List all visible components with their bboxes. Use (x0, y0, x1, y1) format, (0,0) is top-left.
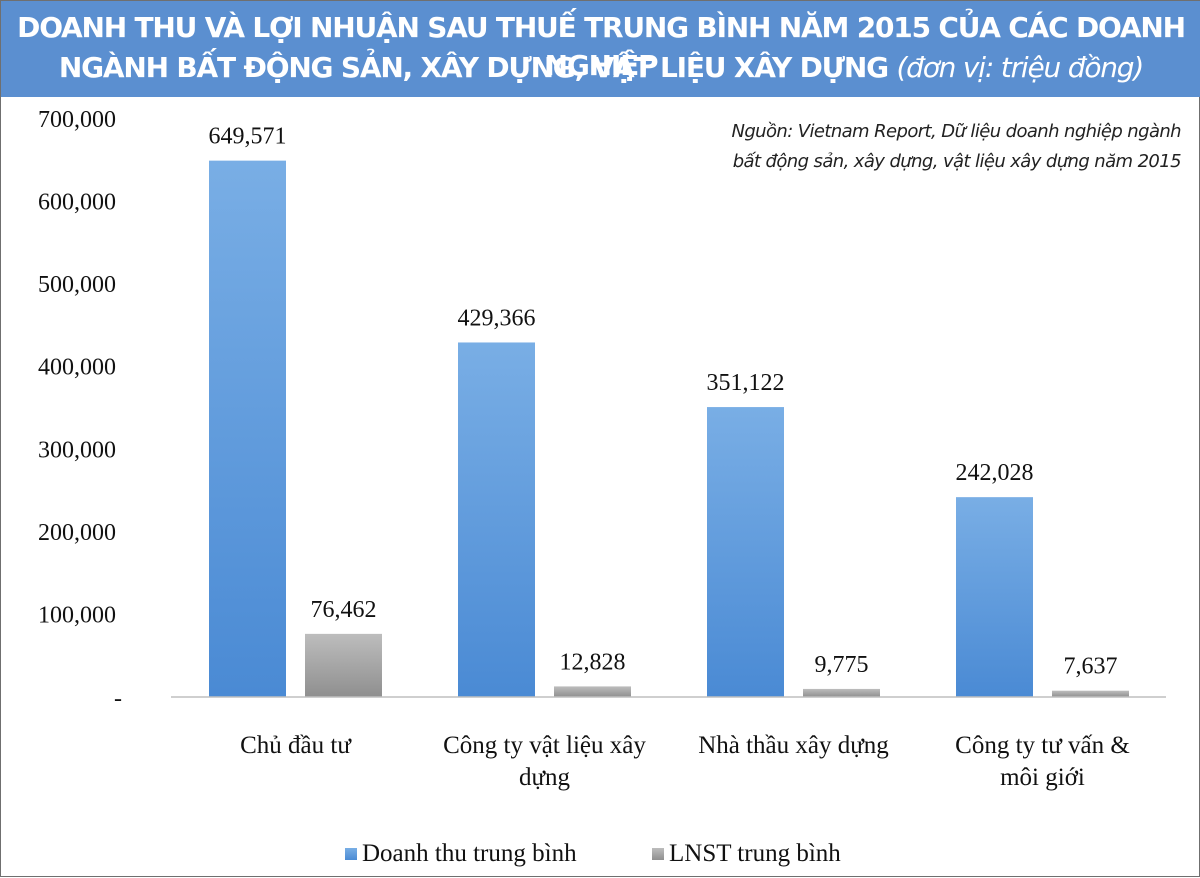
y-tick-label: 600,000 (38, 190, 116, 216)
data-label-profit: 7,637 (1064, 654, 1118, 680)
chart-title-line1: DOANH THU VÀ LỢI NHUẬN SAU THUẾ TRUNG BÌ… (17, 11, 1186, 82)
data-label-profit: 9,775 (815, 652, 869, 678)
data-label-revenue: 242,028 (956, 460, 1034, 486)
x-axis-categories: Chủ đầu tư Công ty vật liệu xây dựng Nhà th… (240, 732, 1130, 791)
data-label-profit: 12,828 (560, 649, 626, 675)
data-label-revenue: 429,366 (458, 305, 536, 331)
bar-revenue (956, 497, 1033, 697)
bar-revenue (707, 407, 784, 697)
y-tick-label: 400,000 (38, 355, 116, 381)
y-tick-label: 700,000 (38, 107, 116, 133)
chart-title-line2: NGÀNH BẤT ĐỘNG SẢN, XÂY DỰNG, VẬT LIỆU X… (1, 49, 1200, 87)
source-line2: bất động sản, xây dựng, vật liệu xây dựn… (732, 151, 1182, 172)
x-category-label: môi giới (1000, 764, 1085, 791)
bar-chart: - 100,000 200,000 300,000 400,000 500,000 600,… (38, 107, 1166, 867)
x-category-label: dựng (519, 764, 571, 791)
bar-revenue (209, 160, 286, 697)
bar-profit (1052, 690, 1129, 697)
source-line1: Nguồn: Vietnam Report, Dữ liệu doanh ngh… (731, 121, 1181, 142)
x-category-label: Công ty tư vấn & (955, 732, 1130, 759)
y-tick-label: 200,000 (38, 520, 116, 546)
data-label-profit: 76,462 (311, 597, 377, 623)
bar-profit (803, 688, 880, 697)
y-tick-label: 300,000 (38, 437, 116, 463)
unit-note: (đơn vị: triệu đồng) (896, 51, 1144, 84)
x-category-label: Nhà thầu xây dựng (698, 732, 889, 759)
data-label-revenue: 351,122 (707, 370, 785, 396)
chart-header: DOANH THU VÀ LỢI NHUẬN SAU THUẾ TRUNG BÌ… (1, 1, 1200, 97)
y-tick-label: - (114, 686, 122, 712)
x-category-label: Chủ đầu tư (240, 732, 352, 759)
bars-layer (209, 160, 1129, 697)
source-note: Nguồn: Vietnam Report, Dữ liệu doanh ngh… (661, 117, 1181, 177)
chart-title-line2-text: NGÀNH BẤT ĐỘNG SẢN, XÂY DỰNG, VẬT LIỆU X… (58, 51, 889, 84)
bar-profit (554, 686, 631, 697)
data-label-revenue: 649,571 (209, 124, 287, 150)
legend-swatch-revenue (345, 848, 357, 860)
y-axis-ticks: - 100,000 200,000 300,000 400,000 500,000 600,… (38, 107, 122, 712)
legend: Doanh thu trung bình LNST trung bình (345, 840, 841, 867)
data-labels-layer: 649,571 76,462 429,366 12,828 351,122 9,775 24… (209, 124, 1118, 680)
legend-label-profit: LNST trung bình (669, 840, 841, 867)
x-category-label: Công ty vật liệu xây (443, 732, 646, 759)
y-tick-label: 500,000 (38, 272, 116, 298)
bar-revenue (458, 342, 535, 697)
legend-swatch-profit (652, 848, 664, 860)
bar-profit (305, 633, 382, 697)
legend-label-revenue: Doanh thu trung bình (362, 840, 577, 867)
y-tick-label: 100,000 (38, 602, 116, 628)
